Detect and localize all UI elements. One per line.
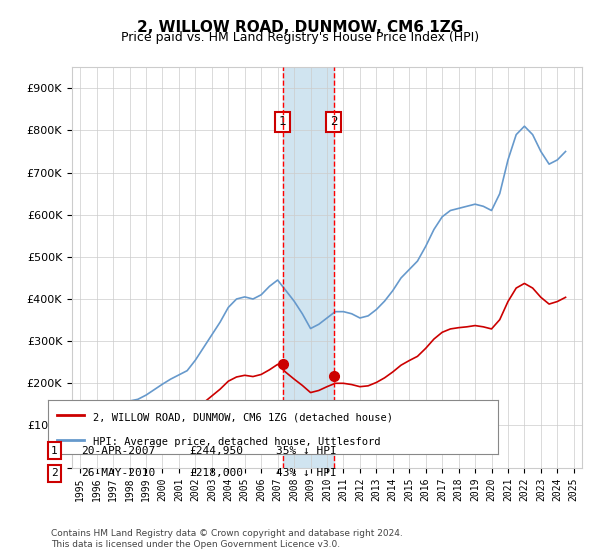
Text: 1: 1: [51, 446, 58, 456]
Text: Contains HM Land Registry data © Crown copyright and database right 2024.
This d: Contains HM Land Registry data © Crown c…: [51, 529, 403, 549]
Text: 35% ↓ HPI: 35% ↓ HPI: [276, 446, 337, 456]
Text: 2: 2: [330, 115, 337, 128]
Text: £218,000: £218,000: [189, 468, 243, 478]
Text: Price paid vs. HM Land Registry's House Price Index (HPI): Price paid vs. HM Land Registry's House …: [121, 31, 479, 44]
Text: £244,950: £244,950: [189, 446, 243, 456]
Text: 2: 2: [51, 468, 58, 478]
Text: 2, WILLOW ROAD, DUNMOW, CM6 1ZG (detached house): 2, WILLOW ROAD, DUNMOW, CM6 1ZG (detache…: [93, 412, 393, 422]
Text: 43% ↓ HPI: 43% ↓ HPI: [276, 468, 337, 478]
Text: 26-MAY-2010: 26-MAY-2010: [81, 468, 155, 478]
Text: 2, WILLOW ROAD, DUNMOW, CM6 1ZG: 2, WILLOW ROAD, DUNMOW, CM6 1ZG: [137, 20, 463, 35]
Text: HPI: Average price, detached house, Uttlesford: HPI: Average price, detached house, Uttl…: [93, 437, 380, 447]
Text: 20-APR-2007: 20-APR-2007: [81, 446, 155, 456]
Text: 1: 1: [279, 115, 286, 128]
Bar: [283, 67, 334, 468]
